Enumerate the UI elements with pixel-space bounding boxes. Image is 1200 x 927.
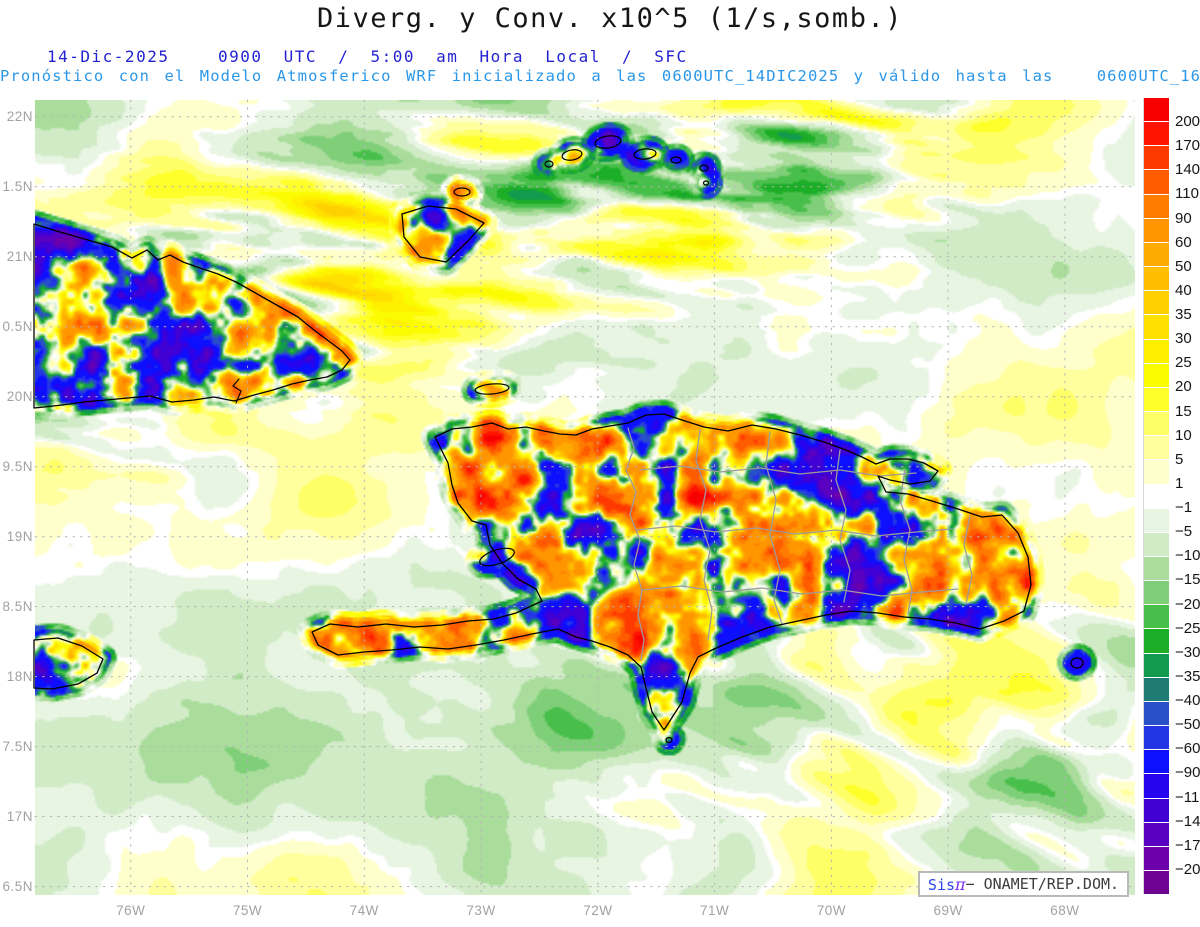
colorbar-swatch <box>1144 242 1169 267</box>
colorbar-label: 25 <box>1175 354 1192 372</box>
colorbar-swatch <box>1144 871 1169 895</box>
colorbar-swatch <box>1144 798 1169 822</box>
colorbar-label: 10 <box>1175 426 1192 444</box>
lat-tick-label: 7.5N <box>2 738 33 754</box>
colorbar-label: 40 <box>1175 281 1192 299</box>
lon-tick-label: 71W <box>699 903 730 918</box>
colorbar-label: −200 <box>1175 860 1200 878</box>
colorbar-swatch <box>1144 267 1169 291</box>
lon-tick-label: 68W <box>1050 903 1080 918</box>
run-date: 14-Dic-2025 <box>47 47 170 66</box>
colorbar-swatch <box>1144 146 1169 170</box>
colorbar-label: 20 <box>1175 378 1192 396</box>
colorbar-swatch <box>1144 750 1169 774</box>
pi-symbol: π <box>955 874 966 894</box>
colorbar-label: −40 <box>1175 692 1200 710</box>
colorbar-swatch <box>1144 122 1169 146</box>
colorbar-label: −20 <box>1175 595 1200 613</box>
colorbar-swatch <box>1144 98 1169 122</box>
valid-time: 0900 UTC / 5:00 am Hora Local / SFC <box>218 47 688 66</box>
colorbar-label: −140 <box>1175 812 1200 830</box>
lat-tick-label: 20N <box>6 388 33 404</box>
colorbar-swatch <box>1144 508 1169 532</box>
lat-tick-label: 18N <box>6 668 33 684</box>
lat-tick-label: 6.5N <box>2 878 33 894</box>
colorbar-label: 60 <box>1175 233 1192 251</box>
lon-tick-label: 73W <box>466 903 496 918</box>
colorbar-label: 30 <box>1175 330 1192 348</box>
colorbar-label: 170 <box>1175 137 1200 155</box>
lon-tick-label: 74W <box>349 903 379 918</box>
lon-tick-label: 72W <box>583 903 613 918</box>
forecast-description: Pronóstico con el Modelo Atmosferico WRF… <box>0 67 1200 85</box>
colorbar-swatch <box>1144 701 1169 726</box>
colorbar-label: −35 <box>1175 667 1200 685</box>
chart-title: Diverg. y Conv. x10^5 (1/s,somb.) <box>317 3 903 34</box>
colorbar-swatch <box>1144 629 1169 653</box>
lon-tick-label: 70W <box>816 903 847 918</box>
colorbar-swatch <box>1144 412 1169 436</box>
colorbar-swatch <box>1144 846 1169 870</box>
colorbar-swatch <box>1144 315 1169 339</box>
colorbar-swatch <box>1144 291 1169 315</box>
colorbar-swatch <box>1144 581 1169 605</box>
attribution-text: − ONAMET/REP.DOM. <box>965 875 1120 893</box>
colorbar-label: −170 <box>1175 836 1200 854</box>
lon-tick-label: 75W <box>232 903 263 918</box>
colorbar-swatch <box>1144 363 1169 387</box>
colorbar-swatch <box>1144 460 1169 484</box>
colorbar-label: 200 <box>1175 113 1200 131</box>
colorbar-label: −5 <box>1175 523 1193 541</box>
colorbar-label: 35 <box>1175 306 1192 324</box>
colorbar-label: −15 <box>1175 571 1200 589</box>
colorbar-swatch <box>1144 387 1169 412</box>
lat-tick-label: 21N <box>6 248 33 264</box>
colorbar-label: −25 <box>1175 619 1200 637</box>
lon-tick-label: 76W <box>116 903 146 918</box>
colorbar-label: 5 <box>1175 450 1184 468</box>
divergence-field-canvas <box>35 100 1135 895</box>
colorbar-label: −30 <box>1175 643 1200 661</box>
colorbar-swatch <box>1144 677 1169 701</box>
lat-tick-label: 19N <box>6 528 33 544</box>
colorbar-label: −90 <box>1175 764 1200 782</box>
colorbar-swatch <box>1144 822 1169 846</box>
colorbar-swatch <box>1144 774 1169 798</box>
lat-tick-label: 8.5N <box>2 598 33 614</box>
lat-tick-label: 17N <box>6 808 33 824</box>
colorbar-swatch <box>1144 484 1169 508</box>
colorbar-label: 1 <box>1175 474 1184 492</box>
sispi-brand: Sisπ <box>927 874 966 894</box>
colorbar <box>1143 98 1169 895</box>
colorbar-swatch <box>1144 339 1169 363</box>
colorbar-label: 50 <box>1175 257 1192 275</box>
lon-tick-label: 69W <box>933 903 963 918</box>
colorbar-label: −1 <box>1175 499 1193 517</box>
colorbar-swatch <box>1144 194 1169 218</box>
colorbar-label: 110 <box>1175 185 1199 203</box>
colorbar-label: 15 <box>1175 402 1192 420</box>
colorbar-swatch <box>1144 605 1169 629</box>
colorbar-swatch <box>1144 218 1169 242</box>
attribution-box: Sisπ − ONAMET/REP.DOM. <box>918 871 1129 897</box>
lat-tick-label: 22N <box>6 108 33 124</box>
colorbar-swatch <box>1144 556 1169 581</box>
colorbar-label: 140 <box>1175 161 1200 179</box>
lat-tick-label: 9.5N <box>2 458 33 474</box>
colorbar-swatch <box>1144 436 1169 460</box>
colorbar-label: −110 <box>1175 788 1200 806</box>
colorbar-swatch <box>1144 653 1169 677</box>
colorbar-label: 90 <box>1175 209 1192 227</box>
datetime-line: 14-Dic-2025 0900 UTC / 5:00 am Hora Loca… <box>0 47 1200 67</box>
colorbar-swatch <box>1144 170 1169 194</box>
colorbar-label: −60 <box>1175 740 1200 758</box>
colorbar-label: −10 <box>1175 547 1200 565</box>
colorbar-swatch <box>1144 726 1169 750</box>
colorbar-swatch <box>1144 532 1169 556</box>
lat-tick-label: 1.5N <box>2 178 33 194</box>
lat-tick-label: 0.5N <box>2 318 33 334</box>
colorbar-label: −50 <box>1175 716 1200 734</box>
